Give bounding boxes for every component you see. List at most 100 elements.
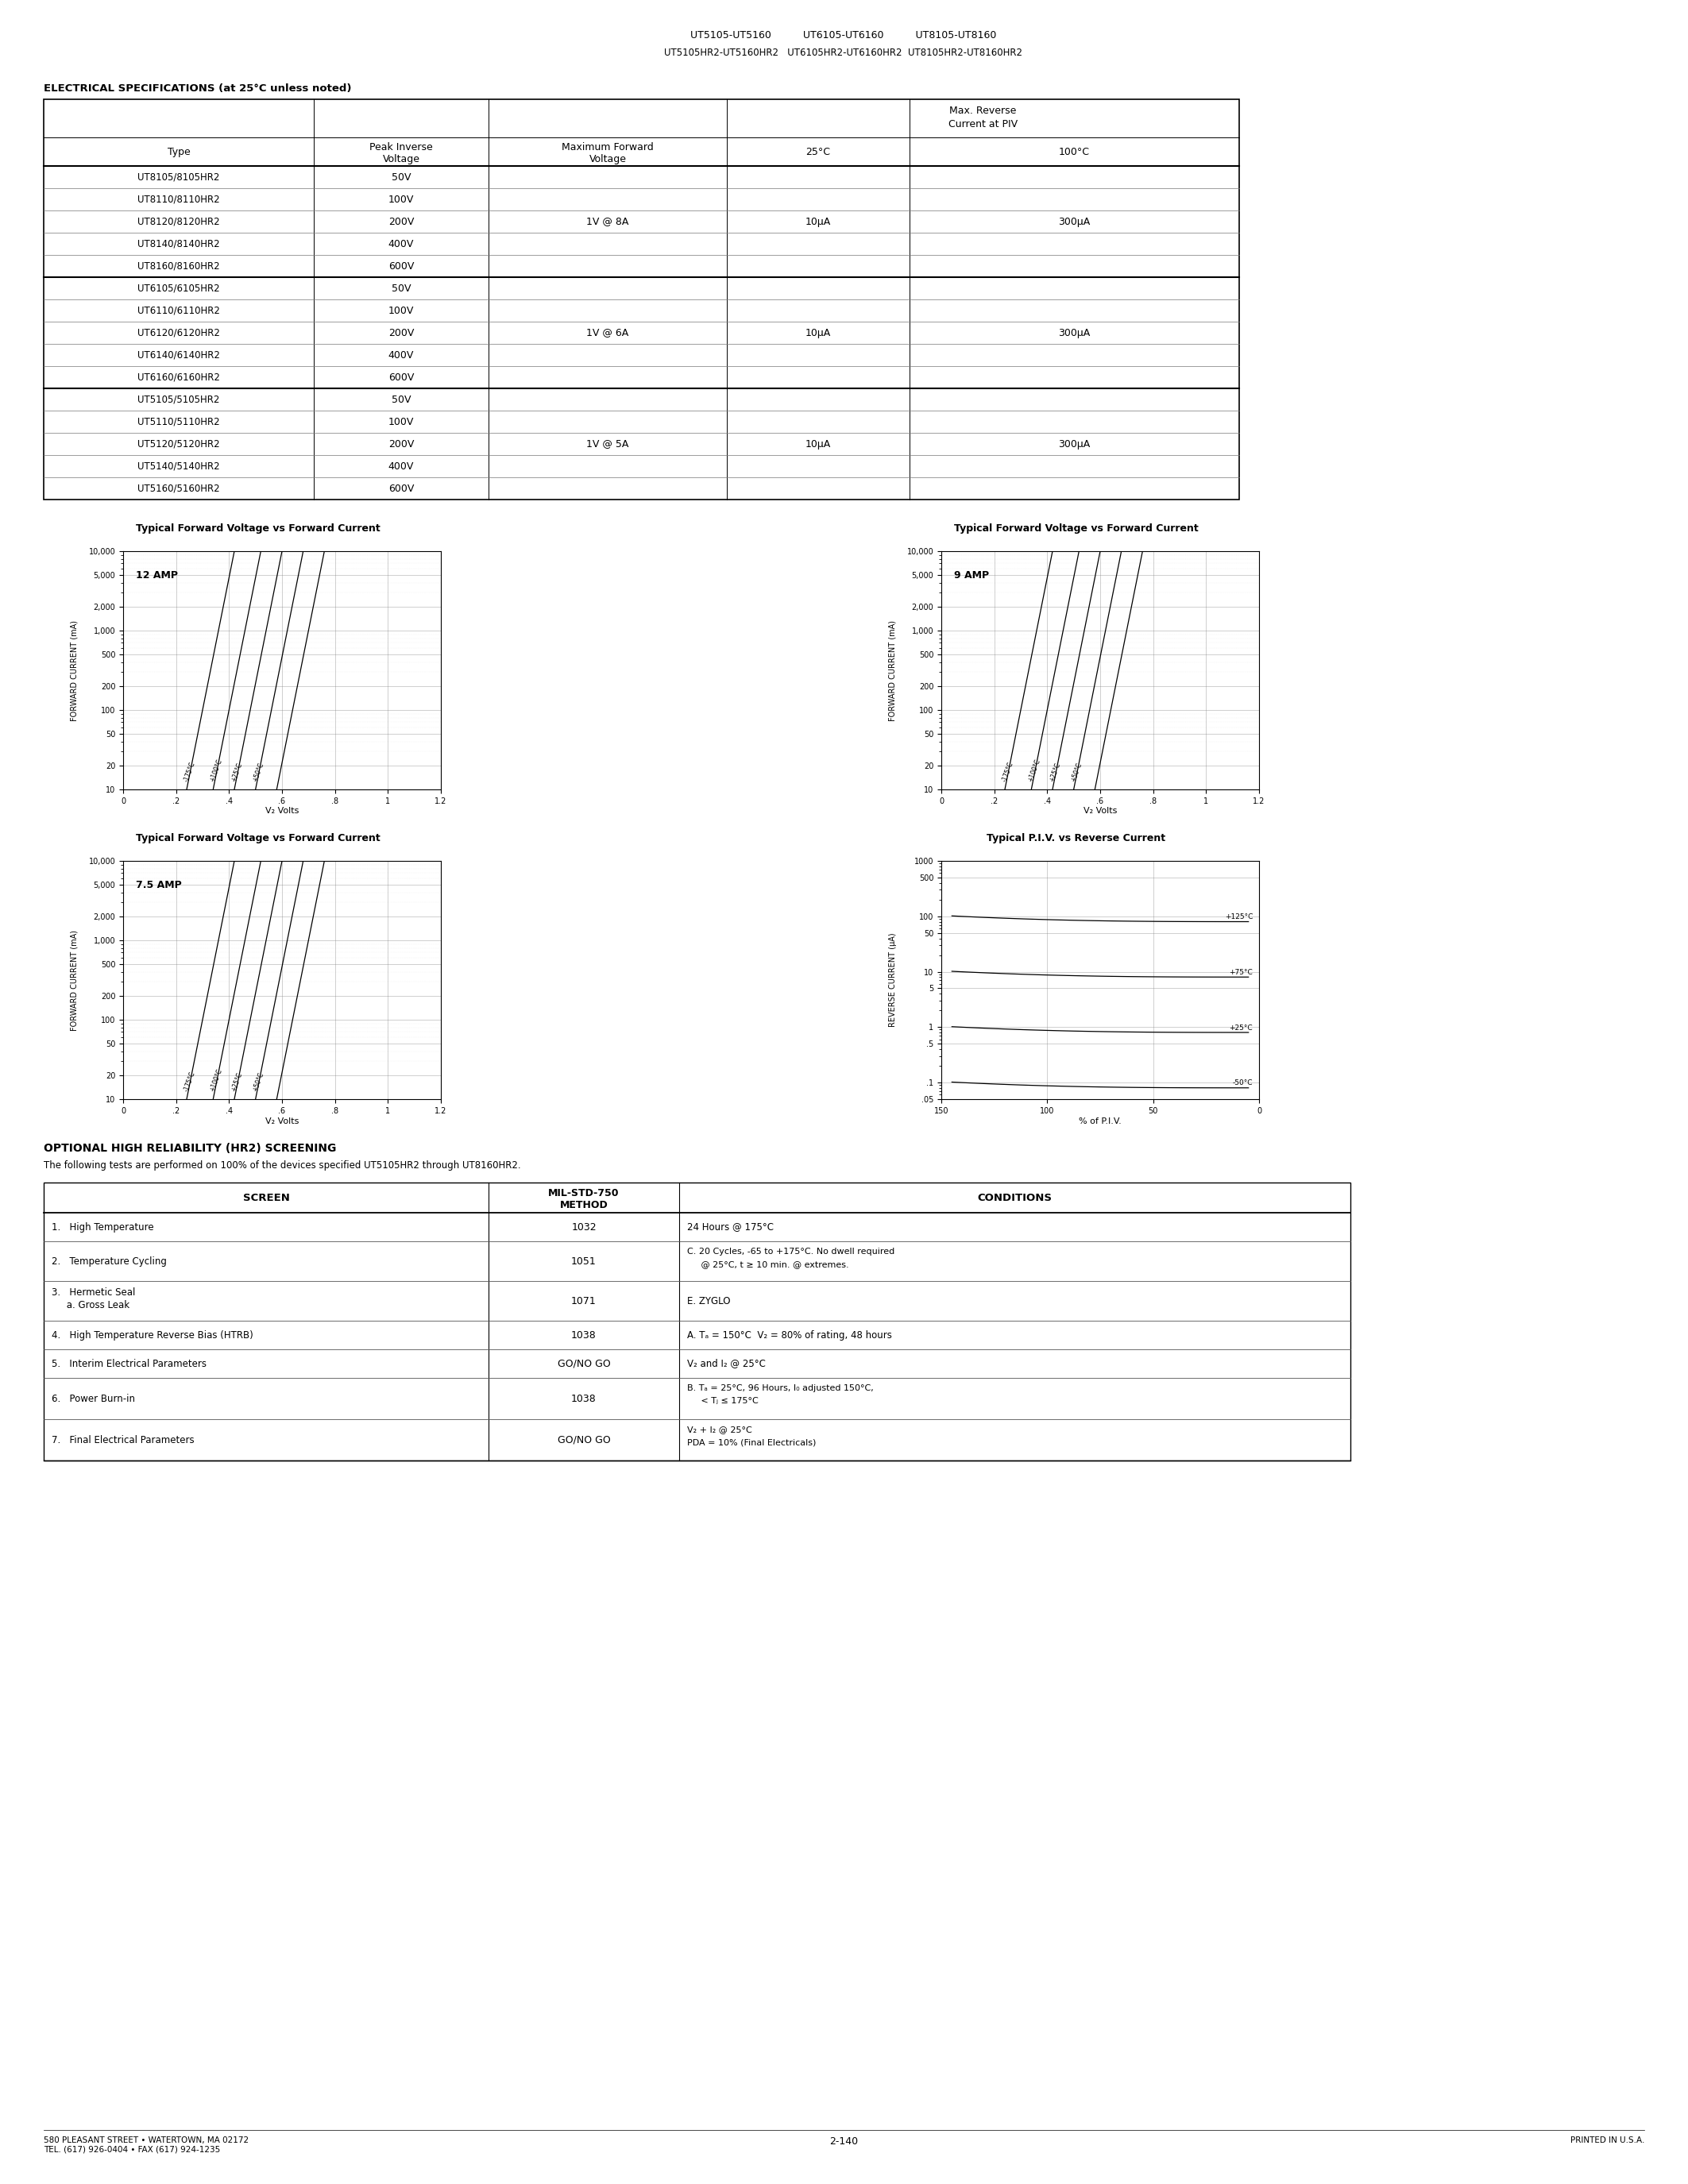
Text: C. 20 Cycles, -65 to +175°C. No dwell required: C. 20 Cycles, -65 to +175°C. No dwell re… bbox=[687, 1247, 895, 1256]
Text: @ 25°C, t ≥ 10 min. @ extremes.: @ 25°C, t ≥ 10 min. @ extremes. bbox=[687, 1260, 849, 1269]
Text: 200V: 200V bbox=[388, 328, 414, 339]
Text: B. Tₐ = 25°C, 96 Hours, I₀ adjusted 150°C,: B. Tₐ = 25°C, 96 Hours, I₀ adjusted 150°… bbox=[687, 1385, 874, 1391]
Text: 5.   Interim Electrical Parameters: 5. Interim Electrical Parameters bbox=[52, 1358, 206, 1369]
Text: Typical P.I.V. vs Reverse Current: Typical P.I.V. vs Reverse Current bbox=[987, 832, 1166, 843]
Text: +50°C: +50°C bbox=[252, 762, 265, 784]
Text: 200V: 200V bbox=[388, 439, 414, 450]
Text: 200V: 200V bbox=[388, 216, 414, 227]
Text: V₂ + I₂ @ 25°C: V₂ + I₂ @ 25°C bbox=[687, 1426, 753, 1433]
Text: Maximum Forward: Maximum Forward bbox=[562, 142, 653, 153]
Text: Type: Type bbox=[167, 146, 191, 157]
Text: 7.5 AMP: 7.5 AMP bbox=[135, 880, 182, 891]
Text: PRINTED IN U.S.A.: PRINTED IN U.S.A. bbox=[1570, 2136, 1644, 2145]
Text: 300μA: 300μA bbox=[1058, 439, 1090, 450]
Y-axis label: FORWARD CURRENT (mA): FORWARD CURRENT (mA) bbox=[890, 620, 896, 721]
Text: 580 PLEASANT STREET • WATERTOWN, MA 02172
TEL. (617) 926-0404 • FAX (617) 924-12: 580 PLEASANT STREET • WATERTOWN, MA 0217… bbox=[44, 2136, 248, 2153]
Text: 50V: 50V bbox=[392, 284, 410, 293]
Text: Typical Forward Voltage vs Forward Current: Typical Forward Voltage vs Forward Curre… bbox=[137, 524, 380, 533]
Text: SCREEN: SCREEN bbox=[243, 1192, 290, 1203]
Text: CONDITIONS: CONDITIONS bbox=[977, 1192, 1052, 1203]
Text: 10μA: 10μA bbox=[805, 216, 830, 227]
Text: -50°C: -50°C bbox=[1232, 1079, 1252, 1088]
Text: 6.   Power Burn-in: 6. Power Burn-in bbox=[52, 1393, 135, 1404]
Text: 600V: 600V bbox=[388, 260, 414, 271]
X-axis label: V₂ Volts: V₂ Volts bbox=[265, 1116, 299, 1125]
Text: 12 AMP: 12 AMP bbox=[135, 570, 177, 581]
Text: 50V: 50V bbox=[392, 173, 410, 181]
Text: UT5120/5120HR2: UT5120/5120HR2 bbox=[138, 439, 219, 450]
Text: METHOD: METHOD bbox=[560, 1199, 608, 1210]
Text: 300μA: 300μA bbox=[1058, 216, 1090, 227]
Text: 100V: 100V bbox=[388, 194, 414, 205]
Text: Typical Forward Voltage vs Forward Current: Typical Forward Voltage vs Forward Curre… bbox=[954, 524, 1198, 533]
Text: The following tests are performed on 100% of the devices specified UT5105HR2 thr: The following tests are performed on 100… bbox=[44, 1160, 522, 1171]
Text: UT8110/8110HR2: UT8110/8110HR2 bbox=[138, 194, 219, 205]
Text: -175°C: -175°C bbox=[182, 760, 196, 784]
Text: Peak Inverse: Peak Inverse bbox=[370, 142, 432, 153]
Text: 1.   High Temperature: 1. High Temperature bbox=[52, 1221, 154, 1232]
Text: +100°C: +100°C bbox=[208, 1068, 223, 1092]
Text: OPTIONAL HIGH RELIABILITY (HR2) SCREENING: OPTIONAL HIGH RELIABILITY (HR2) SCREENIN… bbox=[44, 1142, 336, 1153]
Text: UT8160/8160HR2: UT8160/8160HR2 bbox=[138, 260, 219, 271]
Text: Current at PIV: Current at PIV bbox=[949, 120, 1018, 129]
Text: 9 AMP: 9 AMP bbox=[954, 570, 989, 581]
Text: 24 Hours @ 175°C: 24 Hours @ 175°C bbox=[687, 1221, 773, 1232]
Text: 1V @ 5A: 1V @ 5A bbox=[586, 439, 630, 450]
Text: 2-140: 2-140 bbox=[829, 2136, 858, 2147]
Text: UT6110/6110HR2: UT6110/6110HR2 bbox=[137, 306, 219, 317]
Text: -175°C: -175°C bbox=[182, 1070, 196, 1092]
Bar bbox=[44, 98, 1239, 500]
Text: < Tⱼ ≤ 175°C: < Tⱼ ≤ 175°C bbox=[687, 1398, 758, 1404]
Y-axis label: FORWARD CURRENT (mA): FORWARD CURRENT (mA) bbox=[71, 620, 79, 721]
Text: 10μA: 10μA bbox=[805, 328, 830, 339]
Text: UT5105HR2-UT5160HR2   UT6105HR2-UT6160HR2  UT8105HR2-UT8160HR2: UT5105HR2-UT5160HR2 UT6105HR2-UT6160HR2 … bbox=[665, 48, 1023, 59]
Text: UT6120/6120HR2: UT6120/6120HR2 bbox=[137, 328, 219, 339]
Y-axis label: FORWARD CURRENT (mA): FORWARD CURRENT (mA) bbox=[71, 930, 79, 1031]
Text: UT8120/8120HR2: UT8120/8120HR2 bbox=[138, 216, 219, 227]
Text: +100°C: +100°C bbox=[1026, 758, 1041, 784]
Text: 400V: 400V bbox=[388, 238, 414, 249]
Text: Voltage: Voltage bbox=[589, 155, 626, 164]
Text: Voltage: Voltage bbox=[383, 155, 420, 164]
Text: UT5105-UT5160          UT6105-UT6160          UT8105-UT8160: UT5105-UT5160 UT6105-UT6160 UT8105-UT816… bbox=[690, 31, 996, 41]
Text: +25°C: +25°C bbox=[230, 1072, 243, 1092]
Y-axis label: REVERSE CURRENT (μA): REVERSE CURRENT (μA) bbox=[890, 933, 896, 1026]
Text: +25°C: +25°C bbox=[1229, 1024, 1252, 1031]
Text: 100V: 100V bbox=[388, 417, 414, 426]
Text: 600V: 600V bbox=[388, 483, 414, 494]
Text: 3.   Hermetic Seal: 3. Hermetic Seal bbox=[52, 1286, 135, 1297]
Text: +50°C: +50°C bbox=[252, 1072, 265, 1092]
Text: GO/NO GO: GO/NO GO bbox=[557, 1358, 611, 1369]
Text: 1V @ 6A: 1V @ 6A bbox=[586, 328, 630, 339]
Text: 1071: 1071 bbox=[571, 1295, 596, 1306]
Text: +125°C: +125°C bbox=[1224, 913, 1252, 919]
Bar bbox=[44, 1182, 1350, 1461]
Text: GO/NO GO: GO/NO GO bbox=[557, 1435, 611, 1446]
Text: +100°C: +100°C bbox=[208, 758, 223, 784]
Text: A. Tₐ = 150°C  V₂ = 80% of rating, 48 hours: A. Tₐ = 150°C V₂ = 80% of rating, 48 hou… bbox=[687, 1330, 891, 1341]
Text: UT8140/8140HR2: UT8140/8140HR2 bbox=[138, 238, 219, 249]
Text: UT5140/5140HR2: UT5140/5140HR2 bbox=[138, 461, 219, 472]
Text: 4.   High Temperature Reverse Bias (HTRB): 4. High Temperature Reverse Bias (HTRB) bbox=[52, 1330, 253, 1341]
Text: E. ZYGLO: E. ZYGLO bbox=[687, 1295, 731, 1306]
Text: UT5160/5160HR2: UT5160/5160HR2 bbox=[138, 483, 219, 494]
Text: Max. Reverse: Max. Reverse bbox=[949, 105, 1016, 116]
Text: 50V: 50V bbox=[392, 395, 410, 404]
Text: 1038: 1038 bbox=[571, 1330, 596, 1341]
Text: -175°C: -175°C bbox=[1001, 760, 1014, 784]
Text: UT6140/6140HR2: UT6140/6140HR2 bbox=[137, 349, 219, 360]
Text: ELECTRICAL SPECIFICATIONS (at 25°C unless noted): ELECTRICAL SPECIFICATIONS (at 25°C unles… bbox=[44, 83, 351, 94]
Text: 300μA: 300μA bbox=[1058, 328, 1090, 339]
Text: 2.   Temperature Cycling: 2. Temperature Cycling bbox=[52, 1256, 167, 1267]
Text: 100V: 100V bbox=[388, 306, 414, 317]
Text: UT6160/6160HR2: UT6160/6160HR2 bbox=[137, 371, 219, 382]
Text: UT6105/6105HR2: UT6105/6105HR2 bbox=[138, 284, 219, 293]
Text: 400V: 400V bbox=[388, 461, 414, 472]
Text: 1032: 1032 bbox=[571, 1221, 596, 1232]
Text: UT8105/8105HR2: UT8105/8105HR2 bbox=[138, 173, 219, 181]
Text: +25°C: +25°C bbox=[1048, 762, 1062, 784]
Text: 7.   Final Electrical Parameters: 7. Final Electrical Parameters bbox=[52, 1435, 194, 1446]
Text: PDA = 10% (Final Electricals): PDA = 10% (Final Electricals) bbox=[687, 1439, 815, 1446]
Text: V₂ and I₂ @ 25°C: V₂ and I₂ @ 25°C bbox=[687, 1358, 766, 1369]
Text: 400V: 400V bbox=[388, 349, 414, 360]
